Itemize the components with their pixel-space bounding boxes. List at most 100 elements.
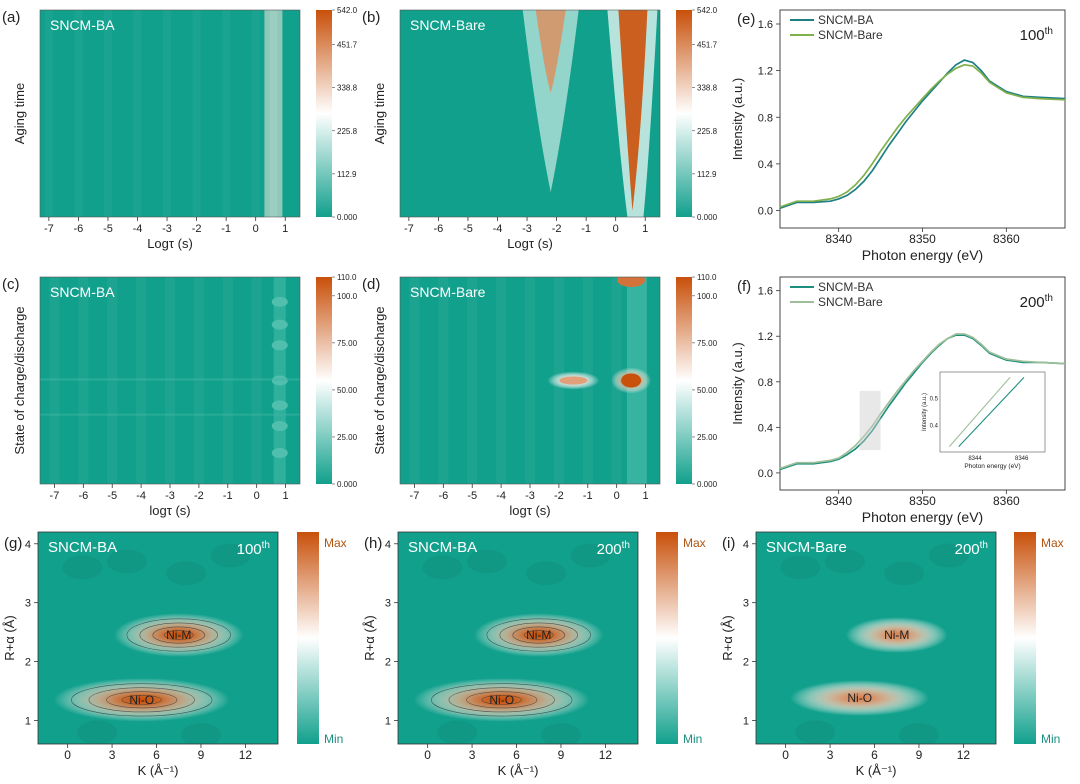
x-tick-label: 0 [64, 748, 71, 762]
x-axis-label: Logτ (s) [147, 236, 193, 251]
heatmap-features [44, 10, 283, 217]
heatmap-features [413, 543, 611, 744]
background-texture [824, 549, 865, 574]
wavelet-peak-ni-m [473, 613, 604, 657]
background-texture [422, 555, 463, 580]
band [44, 10, 53, 217]
contour-line [163, 630, 194, 640]
band [193, 277, 204, 484]
x-tick-label: 12 [599, 748, 613, 762]
contour-line [512, 626, 565, 644]
y-tick-label: 1.2 [758, 66, 773, 78]
colorbar [676, 10, 692, 217]
x-tick-label: -5 [467, 490, 477, 502]
heatmap-background [40, 10, 300, 217]
heatmap-features [53, 543, 251, 744]
x-tick-label: -4 [136, 490, 146, 502]
y-tick-label: 1 [743, 715, 749, 727]
y-tick-label: 4 [385, 539, 391, 551]
sample-label: SNCM-Bare [410, 284, 486, 300]
colorbar-tick-label: 0.000 [337, 213, 358, 222]
x-tick-label: -1 [581, 223, 591, 235]
relaxation-peak-core [621, 373, 642, 388]
x-tick-label: -5 [107, 490, 117, 502]
heatmap-features [780, 543, 969, 744]
x-tick-label: 0 [254, 490, 260, 502]
relaxation-band-core [269, 10, 278, 217]
cycle-number: 200 [955, 541, 980, 558]
inset-y-label: Intensity (a.u.) [922, 393, 928, 431]
y-axis-label: Aging time [372, 83, 387, 144]
cycle-superscript: th [980, 540, 988, 551]
plot-frame [755, 531, 997, 745]
colorbar [316, 10, 332, 217]
colorbar-tick-label: 0.000 [337, 480, 358, 489]
sample-label: SNCM-BA [48, 539, 117, 556]
y-tick-label: 1 [25, 715, 31, 727]
wavelet-peak-ni-m [845, 617, 948, 653]
inset-x-tick-label: 8346 [1015, 456, 1029, 462]
peak-label: Ni-O [129, 693, 154, 707]
x-axis-label: logτ (s) [149, 503, 190, 518]
series-line-sncm-bare [779, 333, 1066, 470]
band [107, 277, 118, 484]
cycle-number: 200 [1020, 294, 1045, 311]
background-texture [928, 543, 969, 568]
colorbar-tick-label: 451.7 [697, 40, 718, 49]
plot-frame [39, 9, 301, 218]
background-texture [166, 561, 207, 586]
background-texture [540, 723, 581, 744]
x-axis-label: logτ (s) [509, 503, 550, 518]
x-tick-label: 9 [916, 748, 923, 762]
x-tick-label: -2 [552, 223, 562, 235]
series-line-sncm-ba [779, 59, 1066, 210]
contour-line [499, 622, 578, 648]
heatmap-background [40, 277, 300, 484]
band [496, 277, 507, 484]
x-tick-label: 9 [558, 748, 565, 762]
y-tick-label: 2 [385, 657, 391, 669]
colorbar-tick-label: 0.000 [697, 480, 718, 489]
x-tick-label: 12 [239, 748, 253, 762]
x-tick-label: 8350 [909, 232, 936, 246]
y-tick-label: 1.6 [758, 19, 773, 31]
contour-line [106, 691, 178, 709]
sample-label: SNCM-Bare [766, 539, 847, 556]
relaxation-band [264, 10, 283, 217]
x-tick-label: -4 [133, 223, 143, 235]
x-tick-label: 8340 [825, 232, 852, 246]
peak-label: Ni-M [166, 628, 191, 642]
inset-y-tick-label: 0.5 [930, 397, 939, 403]
x-tick-label: 0 [782, 748, 789, 762]
colorbar-tick-label: Max [683, 536, 706, 550]
cycle-number: 200 [597, 541, 622, 558]
relaxation-plume-core [535, 10, 566, 93]
series-line-sncm-bare [779, 63, 1066, 208]
contour-line [448, 687, 555, 713]
colorbar-tick-label: 110.0 [697, 273, 717, 282]
wavelet-peak-ni-o [413, 677, 590, 722]
x-axis-label: Logτ (s) [507, 236, 553, 251]
y-tick-label: 0.4 [758, 422, 773, 434]
cycle-superscript: th [1045, 293, 1053, 304]
x-tick-label: -4 [493, 223, 503, 235]
sample-label: SNCM-BA [408, 539, 477, 556]
background-texture [437, 720, 478, 744]
x-tick-label: -6 [434, 223, 444, 235]
x-tick-label: 3 [109, 748, 116, 762]
background-texture [898, 723, 939, 744]
contour-line [121, 694, 162, 705]
heatmap-features [40, 277, 300, 484]
y-tick-label: 3 [743, 598, 749, 610]
x-tick-label: -3 [522, 223, 532, 235]
colorbar-tick-label: 451.7 [337, 40, 358, 49]
cycle-annotation: 200th [597, 540, 630, 558]
x-tick-label: -3 [165, 490, 175, 502]
panel-label: (d) [362, 276, 380, 293]
background-texture [77, 720, 118, 744]
y-axis-label: R+α (Å) [362, 615, 377, 660]
x-tick-label: -3 [162, 223, 172, 235]
plot-frame [779, 9, 1066, 229]
sample-label: SNCM-Bare [410, 17, 486, 33]
cycle-annotation: 200th [1020, 293, 1053, 311]
